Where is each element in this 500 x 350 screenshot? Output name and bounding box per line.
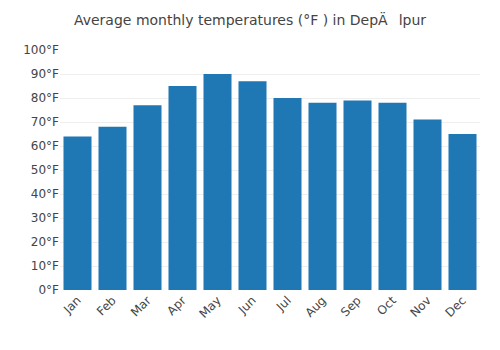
svg-text:90°F: 90°F	[31, 67, 59, 81]
svg-text:May: May	[196, 293, 223, 320]
svg-text:60°F: 60°F	[31, 139, 59, 153]
svg-text:Oct: Oct	[374, 293, 399, 318]
svg-text:Dec: Dec	[443, 293, 469, 319]
svg-text:40°F: 40°F	[31, 187, 59, 201]
svg-text:Nov: Nov	[407, 293, 433, 319]
svg-text:Mar: Mar	[128, 293, 154, 319]
svg-text:Sep: Sep	[338, 293, 364, 319]
svg-text:Jun: Jun	[235, 293, 259, 317]
svg-text:80°F: 80°F	[31, 91, 59, 105]
svg-text:20°F: 20°F	[31, 235, 59, 249]
svg-text:0°F: 0°F	[38, 283, 59, 297]
svg-text:30°F: 30°F	[31, 211, 59, 225]
svg-text:Jan: Jan	[60, 293, 84, 317]
svg-text:100°F: 100°F	[23, 43, 59, 57]
svg-text:Apr: Apr	[164, 293, 189, 318]
svg-text:Jul: Jul	[273, 293, 294, 314]
svg-text:Average monthly temperatures (: Average monthly temperatures (°F ) in De…	[74, 11, 426, 28]
svg-text:50°F: 50°F	[31, 163, 59, 177]
svg-text:10°F: 10°F	[31, 259, 59, 273]
svg-text:70°F: 70°F	[31, 115, 59, 129]
svg-text:Aug: Aug	[302, 293, 328, 319]
svg-text:Feb: Feb	[94, 293, 119, 318]
